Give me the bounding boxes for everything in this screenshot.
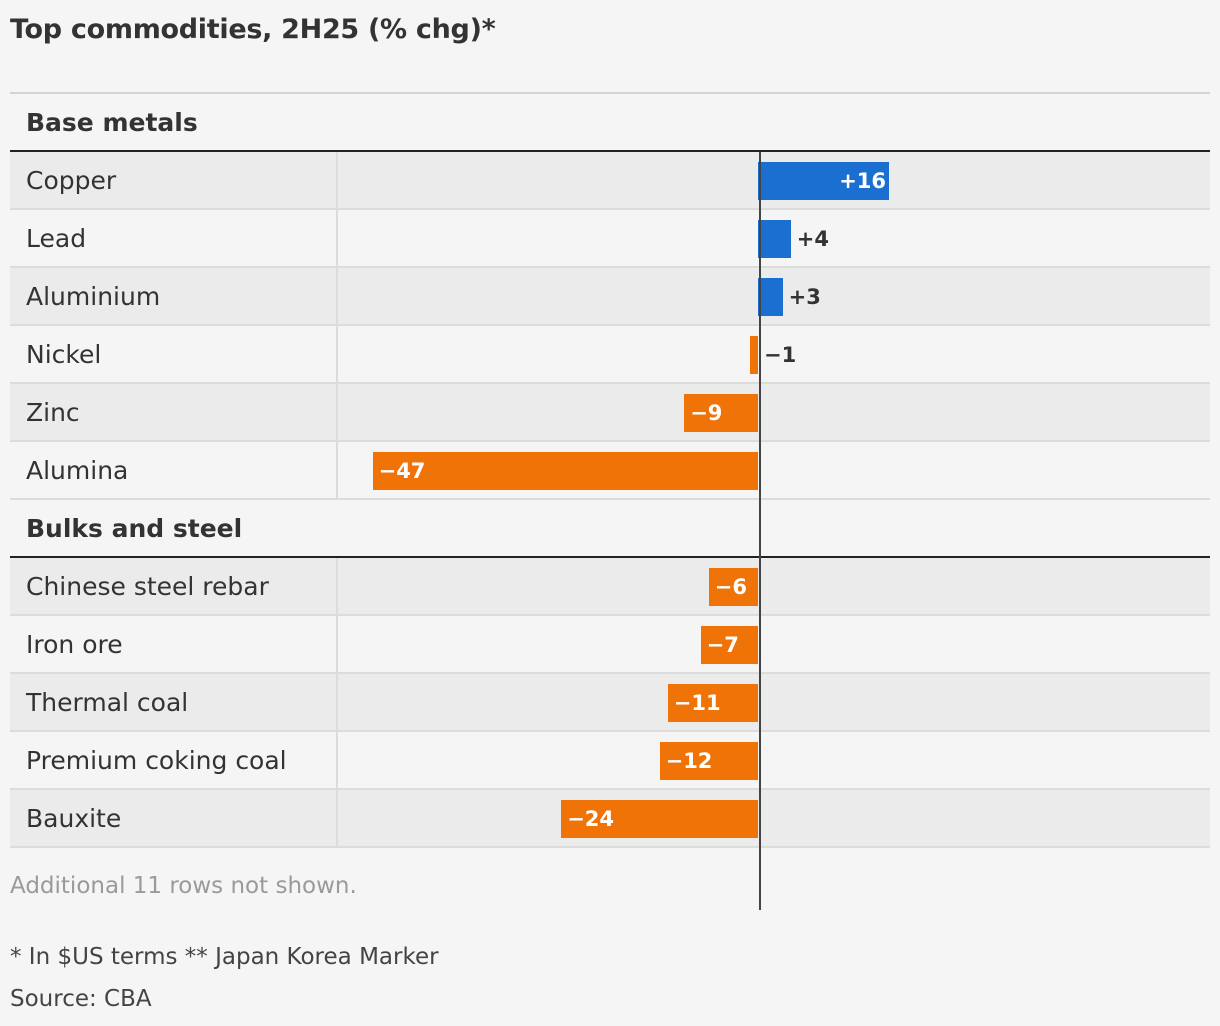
bar xyxy=(561,800,758,838)
table-row: Bauxite −24 xyxy=(10,790,1210,848)
bar-value-label: −12 xyxy=(665,749,713,773)
bar-value-label: +3 xyxy=(788,285,821,309)
bar-cell: −7 xyxy=(338,616,1210,672)
bar-value-label: −24 xyxy=(567,807,615,831)
bar-value-label: −1 xyxy=(764,343,797,367)
group-header: Bulks and steel xyxy=(10,500,1210,558)
table-row: Nickel −1 xyxy=(10,326,1210,384)
table-row: Alumina −47 xyxy=(10,442,1210,500)
zero-axis-line xyxy=(759,152,761,910)
table-row: Lead +4 xyxy=(10,210,1210,268)
table-row: Zinc −9 xyxy=(10,384,1210,442)
row-label: Nickel xyxy=(10,326,338,382)
bar-cell: −11 xyxy=(338,674,1210,730)
rows-not-shown-note: Additional 11 rows not shown. xyxy=(10,873,357,899)
bar-cell: −1 xyxy=(338,326,1210,382)
bar-cell: −24 xyxy=(338,790,1210,846)
bar-value-label: +4 xyxy=(796,227,830,251)
chart-title: Top commodities, 2H25 (% chg)* xyxy=(10,14,496,45)
bar xyxy=(758,162,890,200)
bar-cell: −9 xyxy=(338,384,1210,440)
bar xyxy=(667,684,758,722)
table-row: Aluminium +3 xyxy=(10,268,1210,326)
bar-cell: +3 xyxy=(338,268,1210,324)
row-label: Thermal coal xyxy=(10,674,338,730)
bar-value-label: −6 xyxy=(714,575,748,599)
footnote: * In $US terms ** Japan Korea Marker xyxy=(10,944,439,970)
row-label: Copper xyxy=(10,152,338,208)
commodity-table: Base metals Copper +16 Lead +4 Aluminium +3 Nic… xyxy=(10,92,1210,848)
bar xyxy=(758,278,783,316)
row-label: Chinese steel rebar xyxy=(10,558,338,614)
row-label: Lead xyxy=(10,210,338,266)
bar xyxy=(758,220,791,258)
bar-value-label: −11 xyxy=(673,691,721,715)
table-row: Premium coking coal −12 xyxy=(10,732,1210,790)
bar xyxy=(684,394,758,432)
group-header: Base metals xyxy=(10,94,1210,152)
table-row: Chinese steel rebar −6 xyxy=(10,558,1210,616)
table-row: Copper +16 xyxy=(10,152,1210,210)
top-rule xyxy=(10,92,1210,94)
bar xyxy=(700,626,758,664)
bar-cell: −47 xyxy=(338,442,1210,498)
bar-value-label: −47 xyxy=(378,459,426,483)
row-label: Zinc xyxy=(10,384,338,440)
bar xyxy=(659,742,758,780)
bar-cell: +4 xyxy=(338,210,1210,266)
bar-value-label: −7 xyxy=(706,633,739,657)
bar xyxy=(708,568,758,606)
row-label: Alumina xyxy=(10,442,338,498)
bar-value-label: +16 xyxy=(839,169,887,193)
row-label: Bauxite xyxy=(10,790,338,846)
bar-cell: −12 xyxy=(338,732,1210,788)
table-row: Iron ore −7 xyxy=(10,616,1210,674)
bar xyxy=(372,452,758,490)
bar-cell: −6 xyxy=(338,558,1210,614)
bar-value-label: −9 xyxy=(690,401,723,425)
row-label: Aluminium xyxy=(10,268,338,324)
table-row: Thermal coal −11 xyxy=(10,674,1210,732)
row-label: Premium coking coal xyxy=(10,732,338,788)
bar-cell: +16 xyxy=(338,152,1210,208)
bar xyxy=(749,336,758,374)
source-note: Source: CBA xyxy=(10,986,152,1012)
row-label: Iron ore xyxy=(10,616,338,672)
